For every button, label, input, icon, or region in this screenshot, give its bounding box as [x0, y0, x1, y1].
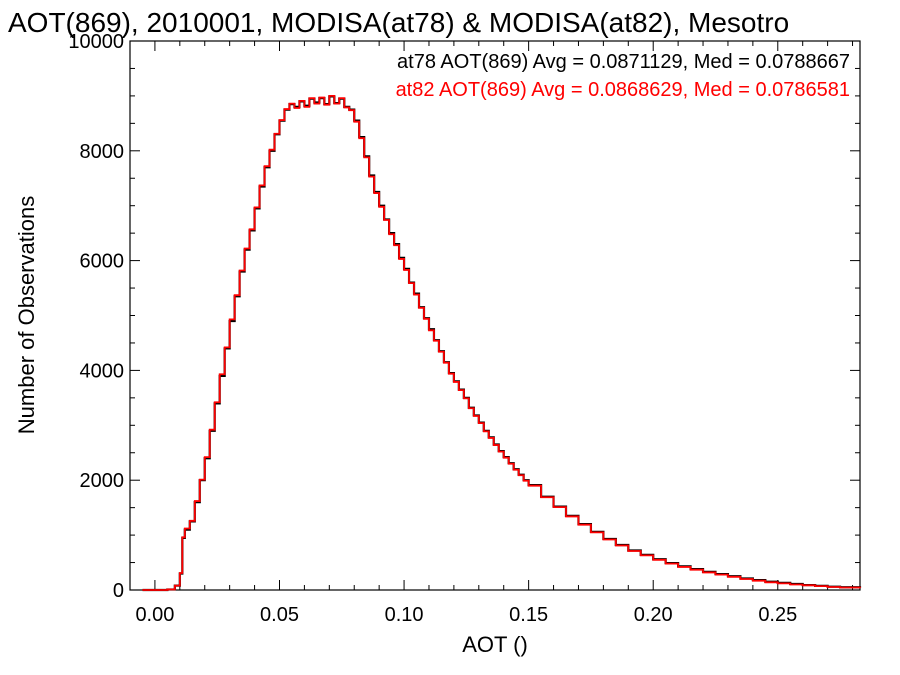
x-axis-label: AOT (): [462, 632, 528, 657]
y-tick-label: 10000: [68, 31, 124, 53]
histogram-series-1: [142, 95, 861, 591]
y-axis-ticks: 0 2000 4000 6000 8000 10000: [68, 31, 860, 602]
y-tick-label: 2000: [80, 470, 125, 492]
x-tick-label: 0.05: [260, 604, 299, 626]
series-layer: [142, 95, 862, 592]
y-tick-label: 0: [113, 580, 124, 602]
y-tick-label: 8000: [80, 141, 125, 163]
histogram-series-0: [142, 95, 862, 592]
x-tick-label: 0.25: [758, 604, 797, 626]
annotation-at78-stats: at78 AOT(869) Avg = 0.0871129, Med = 0.0…: [397, 51, 850, 73]
plot-area: [129, 40, 861, 591]
y-tick-label: 6000: [80, 251, 125, 273]
x-tick-label: 0.20: [634, 604, 673, 626]
y-axis-label: Number of Observations: [14, 196, 39, 434]
x-tick-label: 0.00: [135, 604, 174, 626]
x-axis-ticks: 0.00 0.05 0.10 0.15 0.20 0.25: [129, 41, 854, 626]
x-tick-label: 0.10: [385, 604, 424, 626]
x-tick-label: 0.15: [509, 604, 548, 626]
chart-title: AOT(869), 2010001, MODISA(at78) & MODISA…: [8, 7, 789, 38]
plot-border: [129, 40, 861, 591]
annotation-at82-stats: at82 AOT(869) Avg = 0.0868629, Med = 0.0…: [396, 79, 850, 101]
y-tick-label: 4000: [80, 360, 125, 382]
